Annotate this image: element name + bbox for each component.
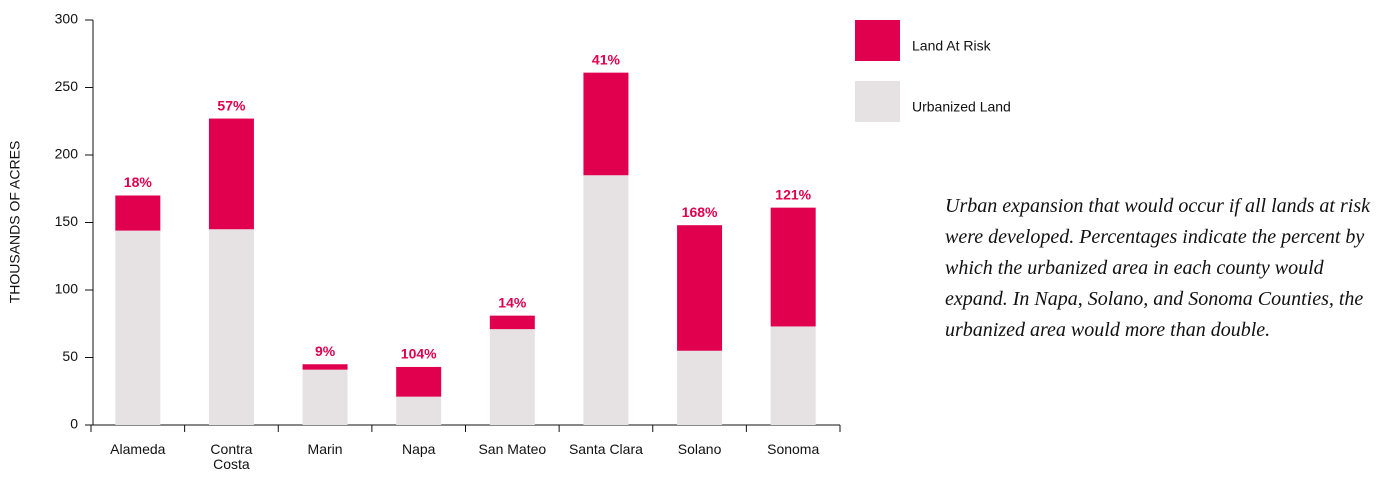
bar-segment xyxy=(677,350,723,425)
bar-segment xyxy=(208,229,254,425)
bar-segment xyxy=(583,72,629,176)
bar-label: 18% xyxy=(124,174,153,190)
legend-swatch xyxy=(855,20,900,61)
bar-segment xyxy=(396,366,442,397)
x-tick-label: Sonoma xyxy=(767,441,820,457)
y-tick-label: 0 xyxy=(70,416,78,432)
bar-label: 168% xyxy=(682,204,718,220)
legend-label: Urbanized Land xyxy=(912,99,1011,115)
bar-segment xyxy=(770,207,816,327)
bar-label: 41% xyxy=(592,51,621,67)
bar-segment xyxy=(115,195,161,231)
bar-label: 104% xyxy=(401,346,437,362)
bar-label: 9% xyxy=(315,343,336,359)
y-axis-label: THOUSANDS OF ACRES xyxy=(7,141,23,304)
y-tick-label: 250 xyxy=(55,78,79,94)
bar-segment xyxy=(489,329,535,425)
y-tick-label: 150 xyxy=(55,213,79,229)
legend-label: Land At Risk xyxy=(912,38,992,54)
bar-segment xyxy=(583,175,629,425)
bar-segment xyxy=(770,326,816,425)
x-tick-label: Santa Clara xyxy=(568,441,643,457)
bar-segment xyxy=(489,315,535,330)
bar-segment xyxy=(302,364,348,370)
x-tick-label: Marin xyxy=(307,441,343,457)
y-tick-label: 50 xyxy=(62,348,78,364)
x-tick-label: Contra Costa xyxy=(210,441,253,472)
x-tick-label: Alameda xyxy=(110,441,166,457)
legend-swatch xyxy=(855,81,900,122)
bar-label: 121% xyxy=(775,186,811,202)
bar-segment xyxy=(115,230,161,425)
bar-segment xyxy=(677,225,723,351)
y-tick-label: 200 xyxy=(55,146,79,162)
bar-segment xyxy=(208,118,254,230)
bar-label: 57% xyxy=(217,97,246,113)
annotation: Urban expansion that would occur if all … xyxy=(945,195,1370,341)
y-tick-label: 300 xyxy=(55,11,79,27)
bar-segment xyxy=(302,369,348,425)
y-tick-label: 100 xyxy=(55,281,79,297)
bar-label: 14% xyxy=(498,294,527,310)
x-tick-label: Napa xyxy=(401,441,436,457)
x-tick-label: San Mateo xyxy=(478,441,547,457)
x-tick-label: Solano xyxy=(677,441,722,457)
bar-segment xyxy=(396,396,442,425)
